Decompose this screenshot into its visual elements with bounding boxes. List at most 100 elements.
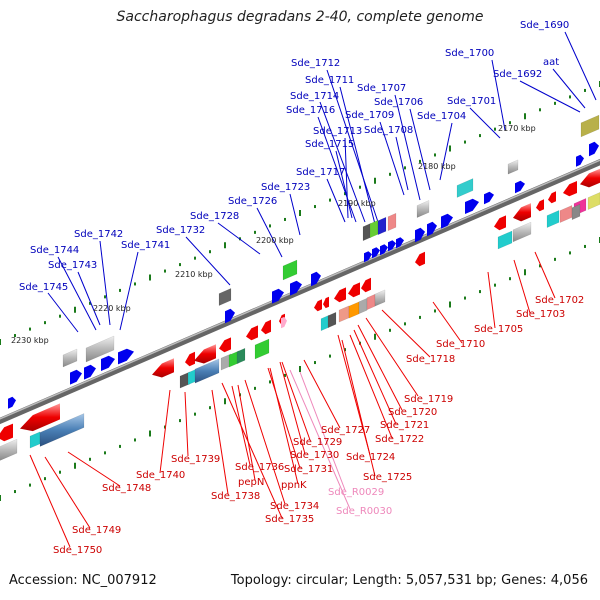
leader-line <box>335 150 353 219</box>
leader-line <box>487 271 496 329</box>
leader-line <box>381 309 431 358</box>
cog-feature-box <box>254 338 270 360</box>
gene-label-sde-1712: Sde_1712 <box>291 58 340 69</box>
leader-line <box>513 259 531 314</box>
tick-mark <box>494 283 496 287</box>
cog-feature-box <box>236 347 246 365</box>
reverse-gene-arrow <box>185 351 195 367</box>
gene-label-sde-1732: Sde_1732 <box>156 225 205 236</box>
leader-line <box>289 193 301 236</box>
gene-label-sde-1739: Sde_1739 <box>171 454 220 465</box>
tick-mark <box>104 451 106 455</box>
tick-mark <box>584 244 586 248</box>
reverse-gene-arrow <box>334 287 346 303</box>
tick-mark <box>479 290 481 294</box>
cog-feature-box <box>416 200 430 218</box>
tick-mark <box>389 328 391 332</box>
tick-mark <box>0 495 1 501</box>
kbp-label-2210: 2210 kbp <box>175 270 213 279</box>
forward-gene-arrow <box>225 308 235 324</box>
gene-label-sde-1720: Sde_1720 <box>388 407 437 418</box>
forward-gene-arrow <box>118 348 134 365</box>
gene-label-sde-1745: Sde_1745 <box>19 282 68 293</box>
leader-line <box>519 80 581 113</box>
cog-feature-box <box>571 203 581 221</box>
cog-feature-box <box>85 335 115 363</box>
tick-mark <box>59 470 61 474</box>
tick-mark <box>374 333 376 340</box>
forward-gene-arrow <box>290 280 302 296</box>
gene-label-sde-r0029: Sde_R0029 <box>328 487 384 498</box>
leader-line <box>439 122 453 181</box>
gene-label-sde-1716: Sde_1716 <box>286 105 335 116</box>
tick-mark <box>14 334 16 338</box>
leader-line <box>379 121 405 196</box>
tick-mark <box>464 140 466 144</box>
gene-label-sde-1721: Sde_1721 <box>380 420 429 431</box>
cog-feature-box <box>327 311 337 329</box>
cog-feature-box <box>348 301 360 319</box>
gene-label-sde-1706: Sde_1706 <box>374 97 423 108</box>
gene-label-sde-1726: Sde_1726 <box>228 196 277 207</box>
gene-label-sde-1722: Sde_1722 <box>375 434 424 445</box>
cog-feature-box <box>39 413 85 447</box>
gene-label-sde-1709: Sde_1709 <box>345 110 394 121</box>
gene-label-sde-1749: Sde_1749 <box>72 525 121 536</box>
tick-mark <box>569 95 571 99</box>
tick-mark <box>194 256 196 260</box>
leader-line <box>237 384 256 481</box>
gene-label-sde-r0030: Sde_R0030 <box>336 506 392 517</box>
gene-label-sde-1717: Sde_1717 <box>296 167 345 178</box>
cog-feature-box <box>0 438 18 461</box>
reverse-gene-arrow <box>261 319 271 335</box>
tick-mark <box>299 210 301 216</box>
gene-label-sde-1750: Sde_1750 <box>53 545 102 556</box>
kbp-label-2190: 2190 kbp <box>338 199 376 208</box>
tick-mark <box>389 172 391 176</box>
gene-label-sde-1741: Sde_1741 <box>121 240 170 251</box>
cog-feature-box <box>374 289 386 307</box>
tick-mark <box>44 321 46 325</box>
cog-feature-box <box>194 358 220 384</box>
forward-gene-arrow <box>589 141 599 157</box>
tick-mark <box>314 361 316 365</box>
forward-label-group: Sde_1690 Sde_1700 aat Sde_1692 Sde_1712 … <box>19 20 569 293</box>
tick-mark <box>29 483 31 487</box>
tick-mark <box>434 153 436 157</box>
tick-mark <box>119 444 121 448</box>
tick-mark <box>59 314 61 318</box>
cog-feature-box <box>546 210 560 228</box>
gene-label-sde-1728: Sde_1728 <box>190 211 239 222</box>
tick-mark <box>539 264 541 268</box>
reverse-gene-arrow <box>415 251 425 267</box>
forward-gene-arrow <box>84 364 96 380</box>
gene-label-sde-1744: Sde_1744 <box>30 245 79 256</box>
leader-line <box>289 369 351 510</box>
gene-label-sde-1724: Sde_1724 <box>346 452 395 463</box>
leader-line <box>349 334 393 439</box>
gene-label-sde-1701: Sde_1701 <box>447 96 496 107</box>
forward-gene-arrow <box>415 227 425 243</box>
gene-label-sde-1700: Sde_1700 <box>445 48 494 59</box>
cog-feature-box <box>358 297 368 315</box>
forward-gene-arrow <box>372 247 380 259</box>
reverse-gene-arrow <box>563 181 577 197</box>
leader-line <box>217 222 261 255</box>
gene-label-sde-1719: Sde_1719 <box>404 394 453 405</box>
tick-mark <box>344 192 346 196</box>
tick-mark <box>299 366 301 372</box>
gene-label-sde-1708: Sde_1708 <box>364 125 413 136</box>
reverse-gene-arrow <box>323 296 329 309</box>
leader-line <box>394 94 421 201</box>
gene-label-sde-1690: Sde_1690 <box>520 20 569 31</box>
forward-gene-arrow <box>388 240 396 252</box>
gene-label-ppnk: ppnK <box>281 480 307 491</box>
forward-gene-arrow <box>515 180 525 194</box>
forward-gene-arrow <box>484 191 494 205</box>
leader-line <box>365 317 419 397</box>
gene-label-sde-1702: Sde_1702 <box>535 295 584 306</box>
leader-line <box>269 367 299 485</box>
gene-label-sde-1725: Sde_1725 <box>363 472 412 483</box>
kbp-label-group: 2170 kbp 2180 kbp 2190 kbp 2200 kbp 2210… <box>11 124 536 345</box>
gene-label-sde-1715: Sde_1715 <box>305 139 354 150</box>
